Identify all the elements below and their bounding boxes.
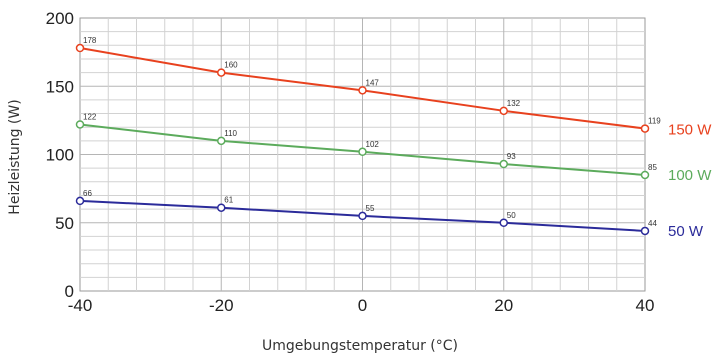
data-label: 55 [366,204,375,213]
data-point [499,106,508,116]
data-label: 93 [507,152,516,161]
data-label: 160 [224,61,238,70]
data-point [358,147,367,157]
data-label: 119 [648,117,661,126]
data-label: 122 [83,112,97,121]
data-label: 110 [224,129,237,138]
data-point [217,136,226,146]
legend-entry: 150 W [668,122,712,139]
data-point [75,196,85,206]
y-tick-label: 50 [55,214,74,233]
data-point [75,43,85,53]
data-point [75,120,85,129]
x-tick-label: 20 [494,296,513,315]
x-tick-label: 40 [636,296,655,315]
x-tick-labels: -40 -20 0 20 40 [68,296,655,315]
data-point [640,170,650,180]
y-tick-label: 0 [65,282,74,301]
data-point [499,218,508,227]
data-point [217,68,226,77]
data-label: 85 [648,163,657,172]
y-tick-labels: 0 50 100 150 200 [46,9,74,301]
data-point [217,203,226,212]
y-tick-label: 200 [46,9,74,28]
data-point [640,124,650,133]
data-point [358,86,367,95]
data-label: 147 [366,78,380,87]
data-label: 66 [83,189,92,198]
data-label: 50 [507,211,516,220]
data-label: 132 [507,99,521,108]
x-tick-label: 0 [358,296,367,315]
y-axis-label: Heizleistung (W) [7,99,23,214]
data-point [640,226,650,236]
y-tick-label: 100 [46,146,74,165]
legend: 150 W 100 W 50 W [668,122,712,240]
data-label: 178 [83,36,97,45]
x-tick-label: -40 [68,296,93,315]
x-tick-label: -20 [209,296,234,315]
y-tick-label: 150 [46,77,74,96]
data-point [499,159,508,169]
x-axis-label: Umgebungstemperatur (°C) [262,338,458,354]
legend-entry: 100 W [668,167,712,184]
data-label: 44 [648,219,657,228]
data-point [358,211,367,221]
data-label: 61 [224,196,233,205]
data-label: 102 [366,140,380,149]
series-group: 178 160 147 132 119 122 110 102 93 85 66 61 55 50 44 [75,36,661,236]
legend-entry: 50 W [668,223,704,240]
